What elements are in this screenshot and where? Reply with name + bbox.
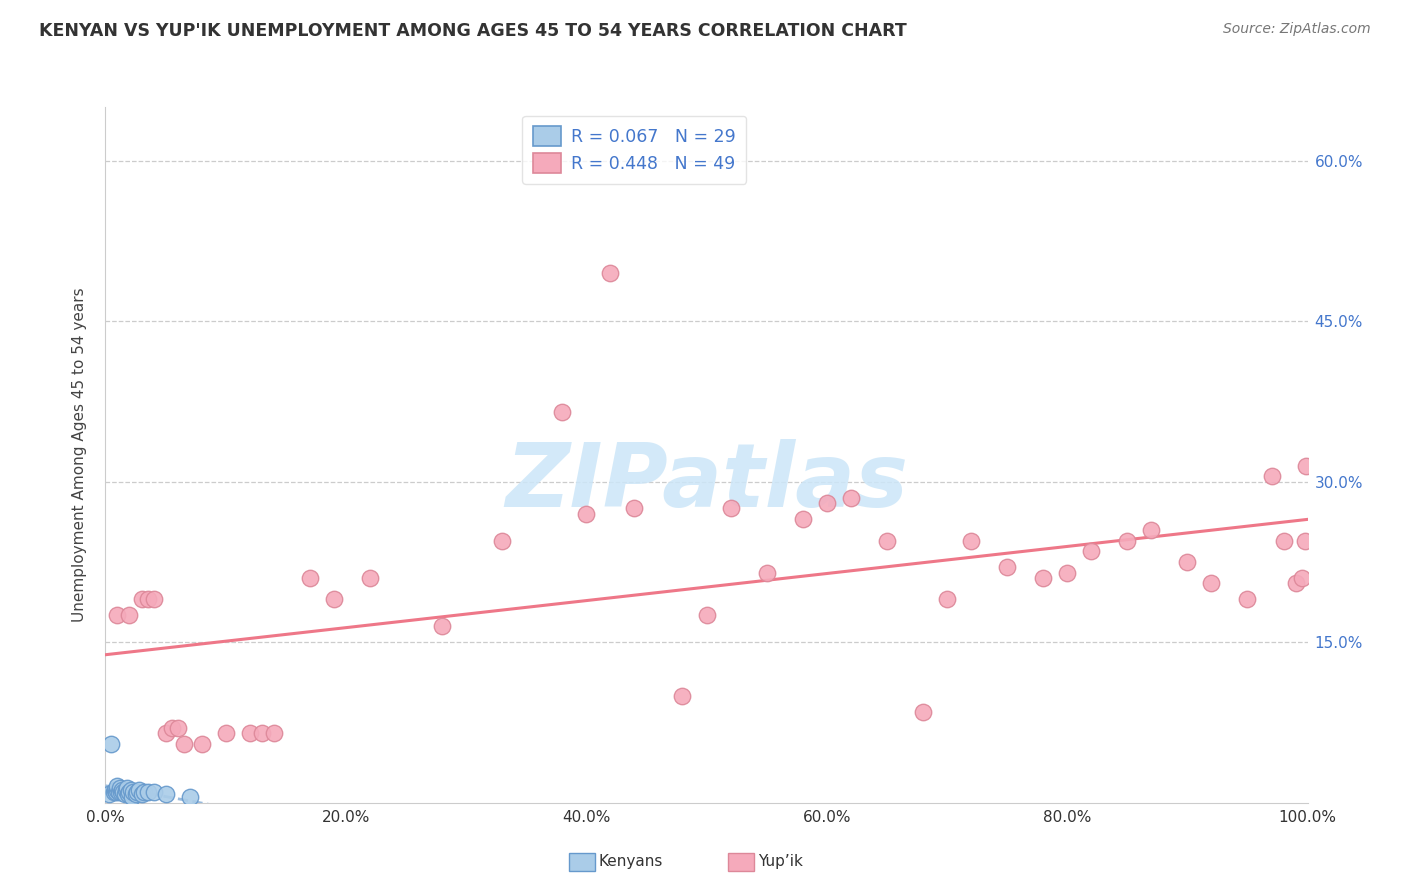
- Point: [322, 592, 344, 607]
- Point: [359, 571, 381, 585]
- Point: [911, 705, 934, 719]
- Point: [876, 533, 898, 548]
- Point: [136, 592, 159, 607]
- Point: [671, 689, 693, 703]
- Y-axis label: Unemployment Among Ages 45 to 54 years: Unemployment Among Ages 45 to 54 years: [72, 287, 87, 623]
- Point: [125, 785, 148, 799]
- Point: [1260, 469, 1282, 483]
- Point: [839, 491, 862, 505]
- Point: [1032, 571, 1054, 585]
- Point: [551, 405, 574, 419]
- Point: [995, 560, 1018, 574]
- Point: [696, 608, 718, 623]
- Point: [792, 512, 814, 526]
- Point: [115, 780, 138, 795]
- Point: [1291, 571, 1313, 585]
- Point: [107, 779, 129, 793]
- Point: [936, 592, 959, 607]
- Point: [1272, 533, 1295, 548]
- Point: [755, 566, 778, 580]
- Point: [136, 785, 159, 799]
- Point: [190, 737, 212, 751]
- Point: [214, 726, 236, 740]
- Point: [960, 533, 983, 548]
- Text: Kenyans: Kenyans: [599, 855, 664, 869]
- Point: [107, 608, 129, 623]
- Point: [117, 787, 139, 801]
- Point: [132, 785, 155, 799]
- Point: [263, 726, 285, 740]
- Point: [131, 592, 153, 607]
- Point: [599, 266, 621, 280]
- Point: [107, 783, 129, 797]
- Text: Yup’ik: Yup’ik: [758, 855, 803, 869]
- Point: [121, 790, 143, 805]
- Point: [1080, 544, 1102, 558]
- Point: [173, 737, 195, 751]
- Text: ZIPatlas: ZIPatlas: [505, 439, 908, 526]
- Point: [104, 783, 127, 797]
- Point: [1284, 576, 1306, 591]
- Point: [179, 790, 201, 805]
- Point: [110, 785, 132, 799]
- Point: [491, 533, 513, 548]
- Point: [142, 592, 165, 607]
- Point: [298, 571, 321, 585]
- Point: [115, 783, 138, 797]
- Point: [118, 785, 141, 799]
- Point: [1116, 533, 1139, 548]
- Point: [1140, 523, 1163, 537]
- Point: [108, 780, 131, 795]
- Point: [114, 787, 136, 801]
- Point: [100, 737, 122, 751]
- Point: [575, 507, 598, 521]
- Point: [1175, 555, 1198, 569]
- Point: [118, 608, 141, 623]
- Point: [815, 496, 838, 510]
- Point: [128, 783, 150, 797]
- Point: [122, 785, 145, 799]
- Point: [623, 501, 645, 516]
- Point: [131, 787, 153, 801]
- Point: [1294, 533, 1316, 548]
- Point: [105, 785, 128, 799]
- Point: [1201, 576, 1223, 591]
- Point: [166, 721, 188, 735]
- Text: KENYAN VS YUP'IK UNEMPLOYMENT AMONG AGES 45 TO 54 YEARS CORRELATION CHART: KENYAN VS YUP'IK UNEMPLOYMENT AMONG AGES…: [39, 22, 907, 40]
- Point: [124, 787, 146, 801]
- Point: [155, 787, 177, 801]
- Point: [142, 785, 165, 799]
- Point: [1295, 458, 1317, 473]
- Point: [250, 726, 273, 740]
- Point: [1236, 592, 1258, 607]
- Legend: R = 0.067   N = 29, R = 0.448   N = 49: R = 0.067 N = 29, R = 0.448 N = 49: [523, 116, 747, 184]
- Point: [155, 726, 177, 740]
- Point: [98, 787, 121, 801]
- Point: [1056, 566, 1078, 580]
- Point: [112, 785, 135, 799]
- Point: [120, 783, 142, 797]
- Point: [107, 785, 129, 799]
- Point: [111, 783, 134, 797]
- Point: [430, 619, 453, 633]
- Point: [239, 726, 262, 740]
- Text: Source: ZipAtlas.com: Source: ZipAtlas.com: [1223, 22, 1371, 37]
- Point: [720, 501, 742, 516]
- Point: [160, 721, 183, 735]
- Point: [103, 785, 125, 799]
